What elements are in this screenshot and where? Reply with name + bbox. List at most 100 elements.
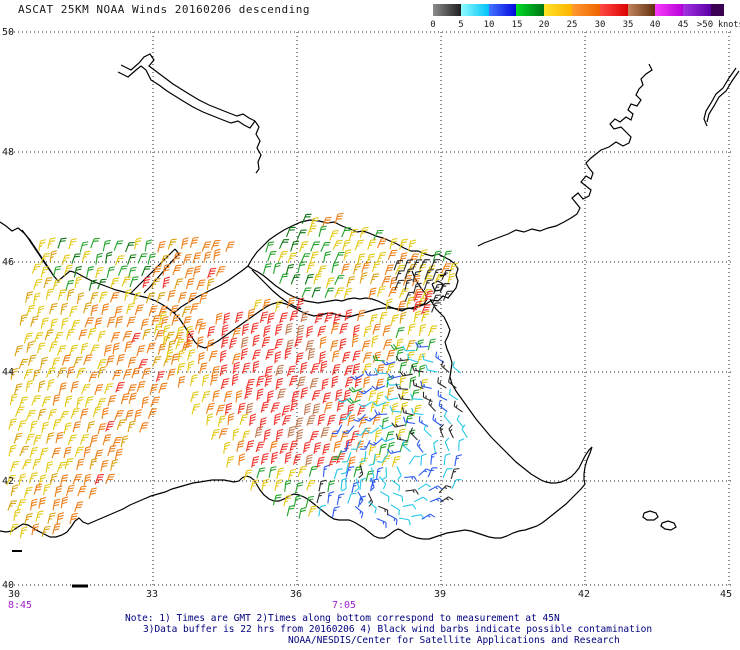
wind-barb (421, 513, 436, 520)
wind-barb (361, 261, 371, 273)
wind-barb (122, 330, 133, 342)
wind-barb (362, 363, 372, 375)
wind-barb (66, 366, 75, 378)
wind-barb (215, 404, 226, 416)
wind-barb (33, 332, 44, 343)
figure-title: ASCAT 25KM NOAA Winds 20160206 descendin… (18, 3, 311, 16)
wind-barb (95, 252, 103, 265)
wind-barb (399, 311, 407, 324)
wind-barb (411, 514, 425, 520)
wind-barb (341, 227, 352, 238)
wind-barb (416, 439, 424, 453)
wind-barb (284, 451, 292, 464)
wind-barb (186, 325, 193, 338)
wind-barb (215, 312, 223, 325)
wind-barb (351, 334, 359, 348)
wind-barb (126, 302, 135, 315)
wind-barb (423, 424, 432, 437)
wind-barb (17, 498, 27, 510)
wind-barb (167, 340, 176, 352)
wind-barb (219, 364, 228, 377)
wind-barb (379, 311, 388, 324)
wind-barb (394, 279, 405, 290)
wind-barb (127, 420, 136, 433)
wind-barb (324, 311, 334, 323)
wind-barb (182, 316, 192, 328)
wind-barb (136, 345, 146, 357)
wind-barb (361, 340, 371, 352)
wind-barb (120, 435, 129, 448)
wind-barb (66, 328, 75, 340)
wind-barb (274, 479, 283, 491)
wind-barb (323, 250, 332, 263)
wind-barb (395, 327, 405, 339)
wind-barb (366, 253, 376, 265)
wind-barb (393, 259, 404, 271)
note-line-2: 3)Data buffer is 22 hrs from 20160206 4)… (143, 624, 653, 635)
wind-barb (171, 314, 180, 326)
wind-barb (360, 440, 371, 450)
wind-barb (441, 263, 452, 274)
wind-barb (313, 442, 322, 454)
wind-barb (331, 261, 340, 274)
wind-barb (346, 276, 356, 288)
lon-axis-label: 45 (720, 589, 732, 600)
wind-barb (340, 410, 352, 421)
wind-barb (376, 238, 387, 249)
wind-barb (331, 424, 343, 435)
wind-barb (170, 353, 180, 365)
colorbar-segment-15-20 (516, 4, 545, 16)
wind-barb (245, 378, 255, 390)
wind-barb (418, 364, 426, 377)
wind-barb (347, 414, 356, 427)
wind-barb (232, 428, 240, 441)
wind-barb (406, 339, 416, 351)
wind-barb (448, 424, 454, 439)
wind-barb (114, 448, 123, 461)
wind-barb (247, 308, 255, 321)
wind-barb (106, 266, 115, 278)
wind-barb (335, 389, 343, 402)
wind-barb (367, 239, 377, 250)
wind-barb (400, 401, 408, 414)
wind-barb (403, 259, 414, 270)
wind-barb (61, 254, 71, 266)
colorbar-tick-label: 0 (430, 20, 436, 30)
wind-barb (299, 241, 309, 252)
wind-barb (175, 338, 185, 350)
wind-barb (41, 421, 50, 434)
wind-barb (13, 432, 23, 444)
wind-barb (158, 382, 168, 394)
wind-barb (116, 353, 126, 366)
wind-barb (43, 483, 51, 496)
wind-barb (352, 324, 361, 337)
wind-barb (317, 325, 327, 337)
wind-barb (357, 309, 366, 322)
wind-barb (343, 287, 353, 300)
wind-barb (398, 288, 409, 299)
wind-barb (30, 315, 39, 328)
colorbar-segment-10-15 (488, 4, 517, 16)
wind-barb (395, 355, 409, 362)
wind-barb (41, 525, 51, 537)
wind-barb (412, 259, 423, 270)
wind-barb (167, 368, 176, 380)
wind-barb (151, 278, 161, 289)
wind-barb (340, 462, 349, 475)
wind-barb (54, 331, 64, 343)
coastline-azov-sea-coast (247, 219, 459, 312)
wind-barb (196, 279, 206, 291)
wind-barb (277, 388, 287, 400)
wind-barb (236, 440, 245, 453)
island-east-1 (642, 510, 659, 521)
wind-barb (389, 405, 403, 413)
wind-barb (395, 348, 404, 361)
wind-barb (325, 277, 335, 289)
wind-barb (261, 478, 270, 491)
wind-barb (458, 438, 465, 451)
wind-barb (71, 253, 81, 264)
wind-barb (49, 302, 58, 315)
wind-barb (389, 276, 398, 289)
wind-barb (382, 325, 391, 337)
wind-barb (37, 380, 46, 393)
